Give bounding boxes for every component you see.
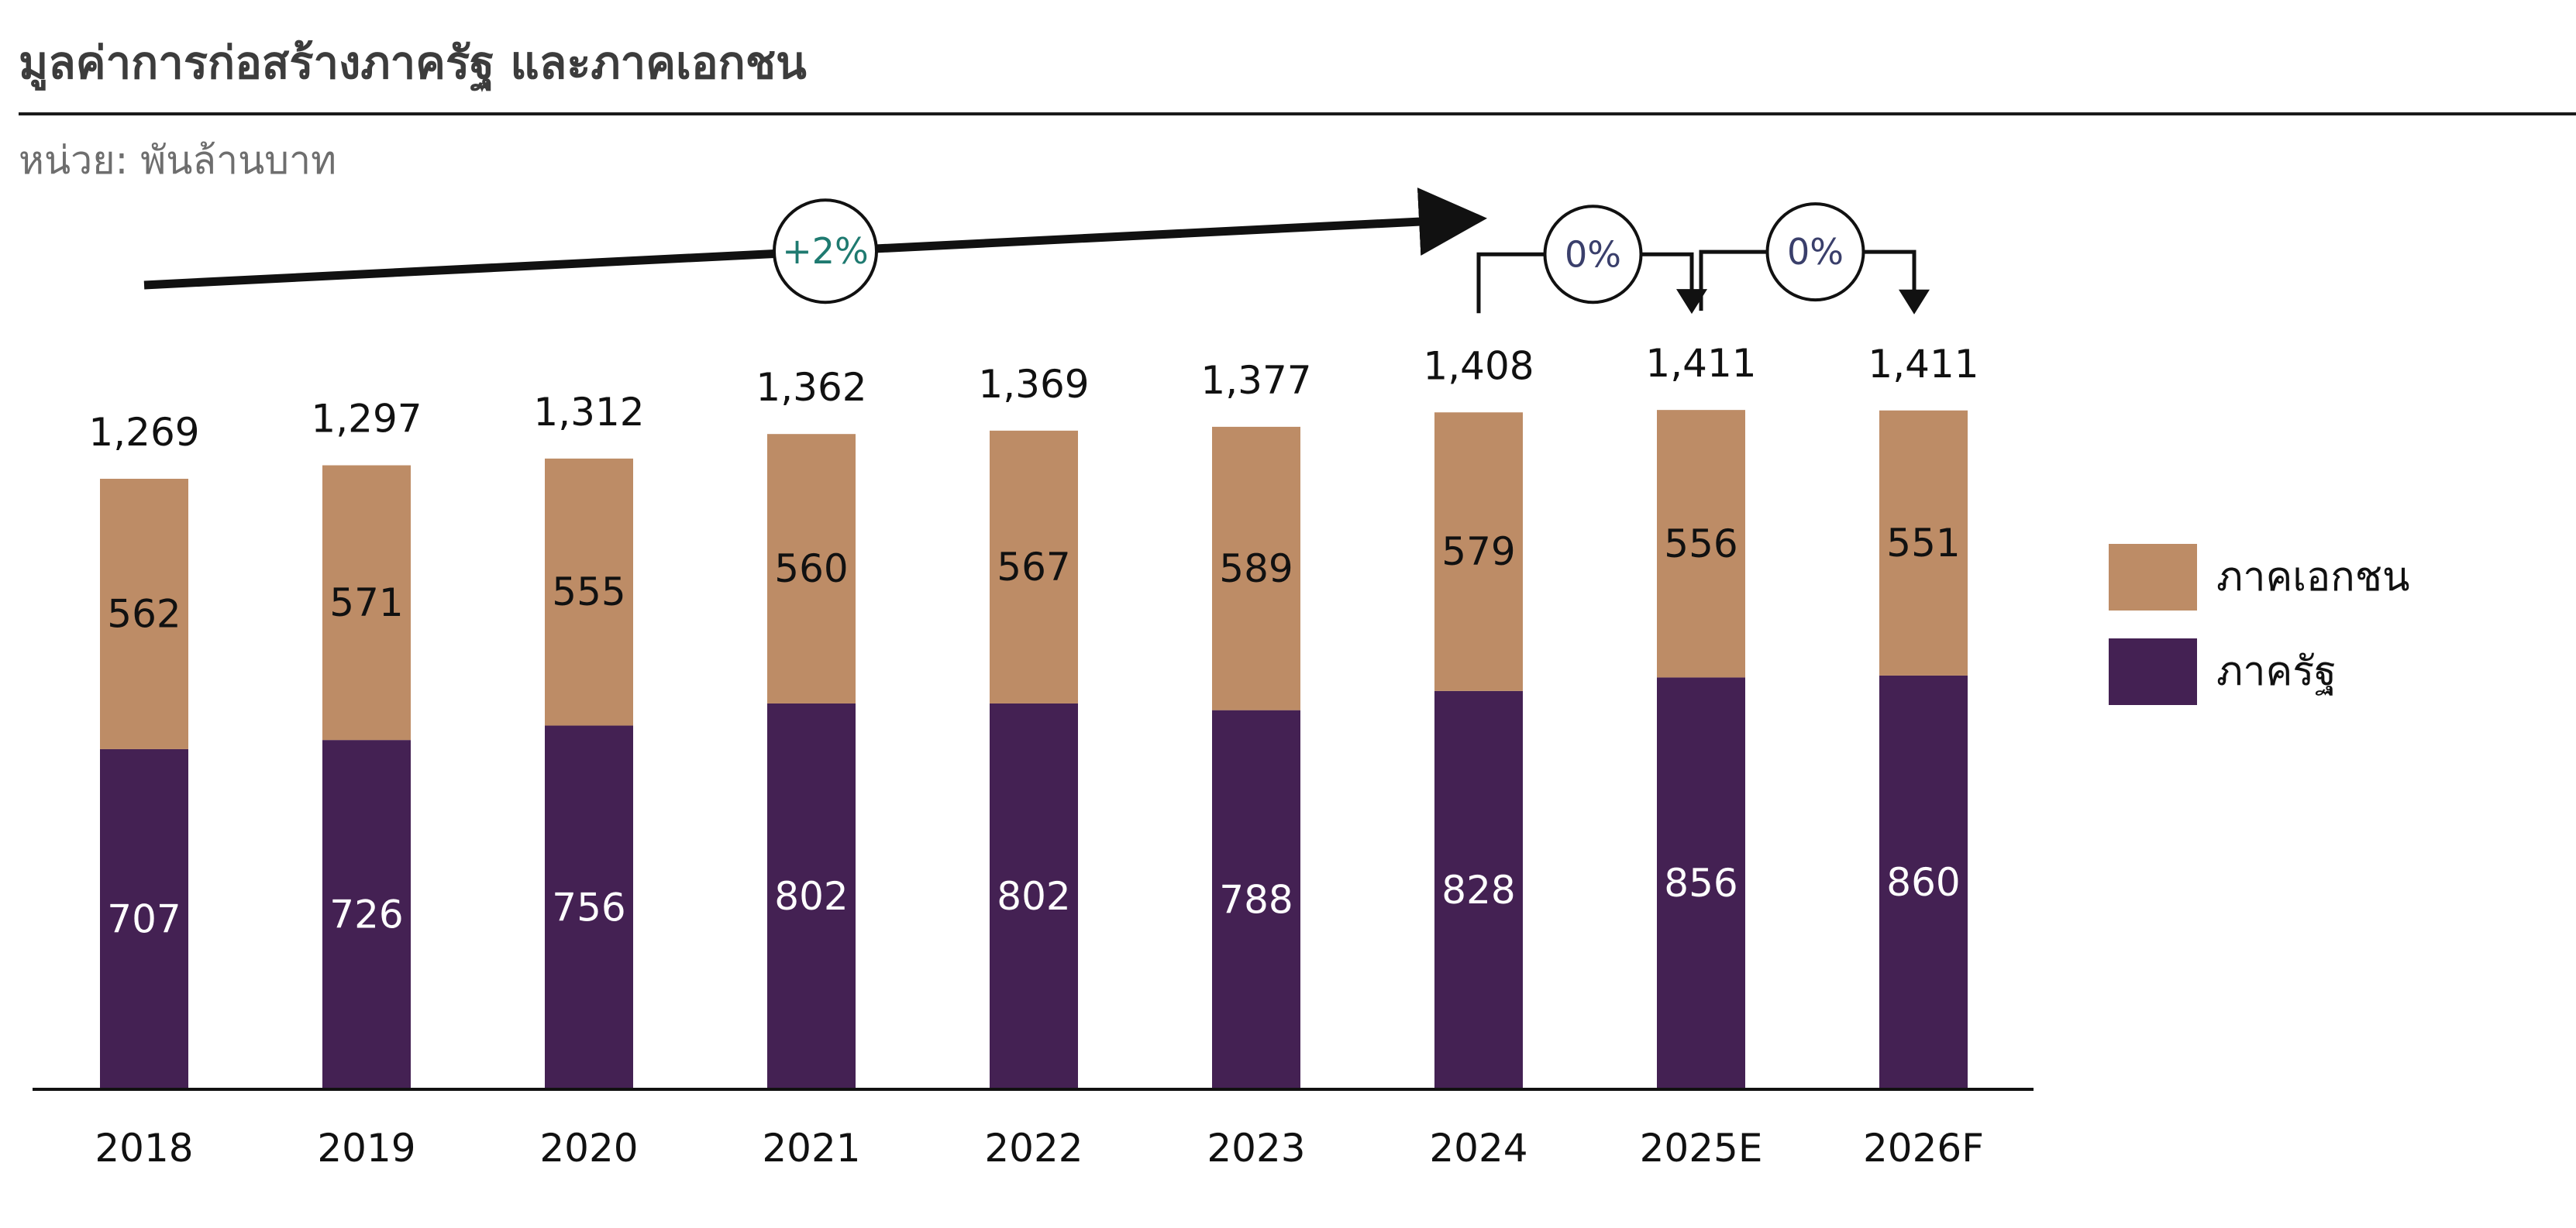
x-tick-2023: 2023 (1207, 1126, 1305, 1171)
legend-label-public: ภาครัฐ (2216, 648, 2337, 695)
growth-badge-label: +2% (782, 230, 869, 272)
bar-private-2026f (1879, 410, 1968, 676)
x-tick-2021: 2021 (762, 1126, 860, 1171)
bar-private-2020 (545, 458, 633, 726)
value-public-2020: 756 (552, 885, 625, 930)
bar-public-2023 (1212, 710, 1300, 1089)
value-private-2022: 567 (997, 545, 1070, 590)
legend-swatch-private (2109, 544, 2197, 611)
bar-private-2023 (1212, 426, 1300, 710)
total-label-2024: 1,408 (1423, 343, 1534, 388)
step-arrowhead-2 (1899, 289, 1930, 315)
bar-private-2025e (1657, 410, 1745, 678)
bar-private-2024 (1434, 412, 1523, 691)
x-tick-2022: 2022 (984, 1126, 1083, 1171)
total-label-2019: 1,297 (311, 397, 422, 442)
bar-public-2026f (1879, 675, 1968, 1089)
value-private-2023: 589 (1219, 546, 1293, 591)
value-private-2024: 579 (1441, 529, 1515, 574)
x-tick-2025e: 2025E (1640, 1126, 1763, 1171)
total-label-2020: 1,312 (533, 390, 644, 435)
bar-private-2019 (322, 465, 411, 741)
value-private-2020: 555 (552, 569, 625, 614)
x-tick-2020: 2020 (539, 1126, 638, 1171)
value-public-2019: 726 (329, 893, 403, 937)
bar-public-2019 (322, 740, 411, 1089)
bar-private-2021 (767, 434, 856, 703)
x-tick-2024: 2024 (1429, 1126, 1527, 1171)
growth-badge-circle (773, 198, 878, 304)
value-public-2026f: 860 (1886, 860, 1960, 905)
value-public-2024: 828 (1441, 868, 1515, 913)
value-private-2018: 562 (107, 591, 181, 636)
pct-badge-label-1: 0% (1565, 233, 1621, 275)
value-private-2019: 571 (329, 580, 403, 625)
x-tick-2019: 2019 (317, 1126, 415, 1171)
title-divider (19, 112, 2576, 115)
labels-group: 707 562 1,269 2018 726 571 1,297 2019 756 555 1,31… (88, 341, 1984, 1171)
value-public-2021: 802 (774, 874, 848, 919)
bar-public-2022 (990, 703, 1078, 1089)
total-label-2023: 1,377 (1200, 358, 1311, 403)
pct-badge-circle-2 (1765, 202, 1865, 302)
value-public-2025e: 856 (1664, 861, 1737, 906)
total-label-2025e: 1,411 (1645, 341, 1756, 386)
annotations-group: +2% 0% 0% (143, 187, 1930, 315)
value-private-2026f: 551 (1886, 521, 1960, 566)
pct-badge-label-2: 0% (1787, 231, 1844, 273)
value-public-2022: 802 (997, 874, 1070, 919)
total-label-2026f: 1,411 (1868, 342, 1978, 387)
x-tick-2026f: 2026F (1863, 1126, 1984, 1171)
bar-private-2022 (990, 430, 1078, 703)
total-label-2018: 1,269 (88, 410, 199, 455)
legend-label-private: ภาคเอกชน (2216, 554, 2410, 600)
bar-public-2025e (1657, 677, 1745, 1089)
unit-label: หน่วย: พันล้านบาท (19, 138, 337, 183)
bar-public-2018 (100, 748, 188, 1089)
bar-public-2021 (767, 703, 856, 1089)
bar-public-2024 (1434, 690, 1523, 1089)
chart-title: มูลค่าการก่อสร้างภาครัฐ และภาคเอกชน (19, 36, 807, 89)
value-private-2025e: 556 (1664, 521, 1737, 566)
legend-swatch-public (2109, 638, 2197, 705)
total-label-2022: 1,369 (978, 362, 1089, 407)
value-public-2018: 707 (107, 896, 181, 941)
value-public-2023: 788 (1219, 877, 1293, 922)
value-private-2021: 560 (774, 546, 848, 591)
pct-badge-circle-1 (1543, 205, 1643, 304)
bars-group (33, 410, 2034, 1091)
total-label-2021: 1,362 (756, 365, 866, 410)
x-tick-2018: 2018 (95, 1126, 193, 1171)
bar-public-2020 (545, 725, 633, 1089)
bar-private-2018 (100, 478, 188, 749)
